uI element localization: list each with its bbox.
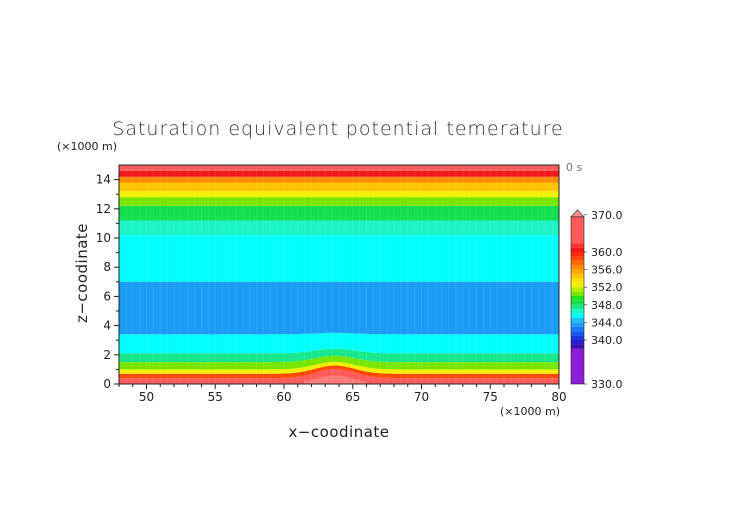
y-tick-label: 4 <box>103 319 111 333</box>
field-layer-8 <box>119 220 559 236</box>
colorbar-swatch <box>571 309 584 314</box>
field-layer-15 <box>119 165 559 171</box>
colorbar-swatch <box>571 243 584 248</box>
colorbar-tick-label: 340.0 <box>591 334 623 347</box>
y-tick-label: 8 <box>103 260 111 274</box>
colorbar-swatch <box>571 278 584 283</box>
x-tick-label: 75 <box>483 390 498 404</box>
y-axis: 0 2 4 6 8 10 12 14 <box>96 173 119 391</box>
colorbar-swatch <box>571 340 584 345</box>
colorbar-tick-label: 330.0 <box>591 378 623 391</box>
x-tick-label: 55 <box>208 390 223 404</box>
y-axis-label: z−coodinate <box>73 223 91 323</box>
colorbar-swatch <box>571 326 584 332</box>
field-layer-13 <box>119 176 559 183</box>
colorbar-top-arrow <box>570 209 585 218</box>
y-tick-label: 14 <box>96 173 111 187</box>
y-unit-label: (×1000 m) <box>57 140 117 153</box>
field-layer-5 <box>119 332 559 354</box>
field-layer-4 <box>119 348 559 363</box>
colorbar-swatch <box>571 331 584 336</box>
plot-area <box>118 164 560 385</box>
field-layer-14 <box>119 170 559 177</box>
field-layer-9 <box>119 205 559 221</box>
y-tick-label: 2 <box>103 348 111 362</box>
field-layer-6 <box>119 281 559 335</box>
colorbar-swatch <box>571 265 584 270</box>
colorbar-swatch <box>571 216 584 244</box>
colorbar: 370.0 360.0 356.0 352.0 348.0 344.0 340.0 330.0 <box>570 209 623 391</box>
x-tick-label: 80 <box>551 390 566 404</box>
colorbar-swatch <box>571 247 584 252</box>
colorbar-swatch <box>571 313 584 318</box>
field-layer-1 <box>119 365 559 379</box>
colorbar-swatch <box>571 287 584 292</box>
field-layer-2 <box>119 361 559 374</box>
y-tick-label: 10 <box>96 231 111 245</box>
colorbar-bottom-arrow <box>571 348 584 384</box>
field-layer-3 <box>119 355 559 370</box>
colorbar-swatch <box>571 322 584 327</box>
colorbar-swatch <box>571 296 584 301</box>
x-tick-label: 50 <box>139 390 154 404</box>
colorbar-swatch <box>571 318 584 323</box>
colorbar-tick-label: 352.0 <box>591 281 623 294</box>
y-tick-label: 0 <box>103 377 111 391</box>
time-label: 0 s <box>566 161 582 174</box>
colorbar-swatch <box>571 252 584 257</box>
colorbar-swatch <box>571 335 584 340</box>
colorbar-tick-label: 348.0 <box>591 299 623 312</box>
colorbar-swatch <box>571 291 584 296</box>
colorbar-swatch <box>571 269 584 274</box>
field-layer-7 <box>119 235 559 282</box>
colorbar-swatch <box>571 256 584 261</box>
field-layer-12 <box>119 182 559 192</box>
colorbar-swatch <box>571 304 584 310</box>
colorbar-tick-label: 344.0 <box>591 316 623 329</box>
chart-title: Saturation equivalent potential temeratu… <box>112 118 563 140</box>
field-layer-10 <box>119 197 559 206</box>
x-axis-label: x−coodinate <box>288 423 389 441</box>
colorbar-frame <box>570 216 585 385</box>
y-tick-label: 12 <box>96 202 111 216</box>
colorbar-swatch <box>571 282 584 288</box>
y-tick-label: 6 <box>103 289 111 303</box>
x-tick-label: 60 <box>276 390 291 404</box>
colorbar-swatch <box>571 260 584 266</box>
colorbar-tick-label: 370.0 <box>591 209 623 222</box>
colorbar-swatch <box>571 300 584 305</box>
colorbar-tick-label: 360.0 <box>591 246 623 259</box>
colorbar-tick-label: 356.0 <box>591 264 623 277</box>
x-tick-label: 65 <box>345 390 360 404</box>
colorbar-swatch <box>571 344 584 349</box>
colorbar-swatch <box>571 274 584 279</box>
x-tick-label: 70 <box>414 390 429 404</box>
x-unit-label: (×1000 m) <box>500 405 560 418</box>
hill-core <box>304 375 366 384</box>
x-axis: 50 55 60 65 70 75 80 <box>118 384 567 404</box>
field-layer-11 <box>119 191 559 198</box>
